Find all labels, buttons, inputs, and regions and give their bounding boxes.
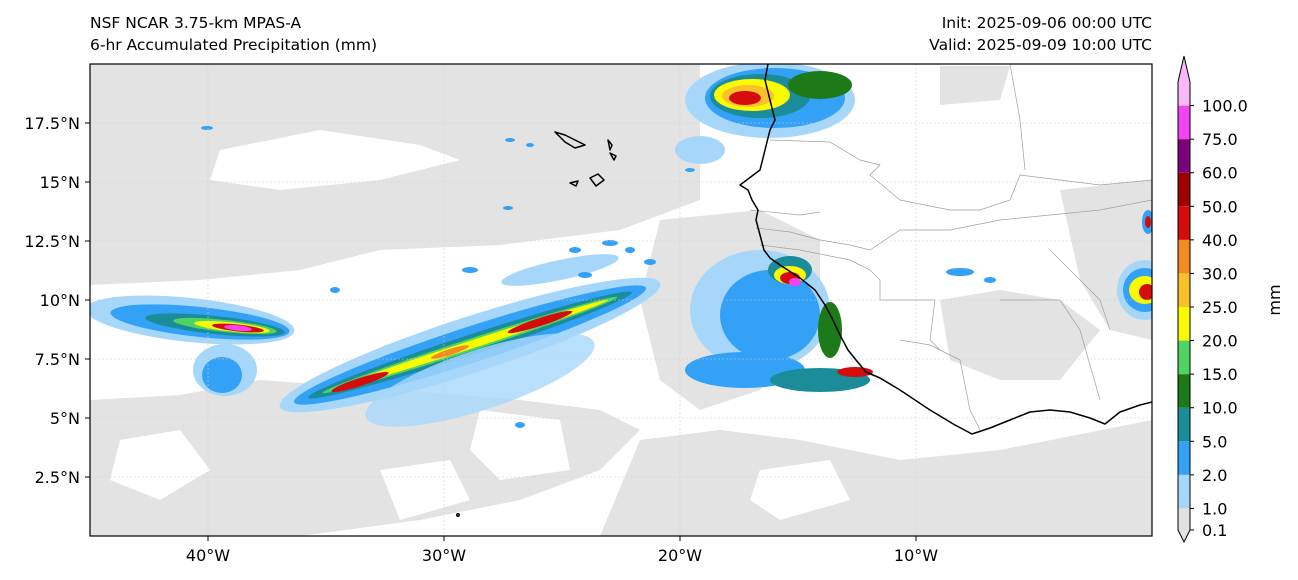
- model-title: NSF NCAR 3.75-km MPAS-A: [90, 14, 302, 32]
- lat-tick-label: 15°N: [40, 173, 80, 192]
- lat-tick-label: 10°N: [40, 291, 80, 310]
- colorbar-tick-label: 20.0: [1202, 332, 1238, 351]
- colorbar: 0.1 1.0 2.0 5.0 10.0 15.0 20.0 25.0 30.0 40.0 50.0…: [1177, 55, 1248, 544]
- lat-tick-label: 5°N: [50, 409, 80, 428]
- lon-tick-label: 40°W: [186, 546, 230, 565]
- colorbar-swatch: [1178, 239, 1190, 274]
- rain-band-west: [90, 295, 295, 396]
- scattered-showers: [201, 126, 996, 428]
- colorbar-swatch: [1178, 105, 1190, 140]
- colorbar-tick-label: 50.0: [1202, 197, 1238, 216]
- colorbar-swatch: [1178, 374, 1190, 408]
- colorbar-tick-label: 25.0: [1202, 298, 1238, 317]
- title-right: Init: 2025-09-06 00:00 UTC Valid: 2025-0…: [929, 12, 1152, 56]
- variable-title: 6-hr Accumulated Precipitation (mm): [90, 36, 377, 54]
- lat-tick-label: 2.5°N: [35, 468, 80, 487]
- longitude-ticks: 40°W 30°W 20°W 10°W: [186, 536, 938, 565]
- init-time: Init: 2025-09-06 00:00 UTC: [941, 14, 1152, 32]
- colorbar-swatch: [1178, 172, 1190, 207]
- colorbar-swatch: [1178, 508, 1190, 542]
- colorbar-swatch: [1178, 273, 1190, 307]
- precip-field: [90, 64, 1152, 536]
- colorbar-swatch: [1178, 474, 1190, 509]
- valid-time: Valid: 2025-09-09 10:00 UTC: [929, 36, 1152, 54]
- colorbar-tick-label: 2.0: [1202, 466, 1227, 485]
- lat-tick-label: 12.5°N: [24, 232, 80, 251]
- rain-cluster-far-east: [1117, 210, 1152, 320]
- colorbar-unit-label: mm: [1265, 284, 1284, 315]
- lon-tick-label: 10°W: [894, 546, 938, 565]
- colorbar-swatch: [1178, 56, 1190, 106]
- coastline: [456, 63, 1153, 517]
- colorbar-tick-label: 10.0: [1202, 399, 1238, 418]
- colorbar-swatch: [1178, 307, 1190, 341]
- colorbar-swatch: [1178, 206, 1190, 240]
- lat-tick-label: 17.5°N: [24, 114, 80, 133]
- colorbar-tick-label: 100.0: [1202, 97, 1248, 116]
- colorbar-tick-label: 0.1: [1202, 521, 1227, 540]
- colorbar-tick-label: 40.0: [1202, 231, 1238, 250]
- colorbar-swatch: [1178, 340, 1190, 375]
- precip-gaps: [110, 130, 850, 520]
- colorbar-swatch: [1178, 407, 1190, 442]
- lat-tick-label: 7.5°N: [35, 350, 80, 369]
- rain-cluster-east: [685, 250, 873, 392]
- rain-band-central: [279, 254, 661, 427]
- latitude-ticks: 2.5°N 5°N 7.5°N 10°N 12.5°N 15°N 17.5°N: [24, 114, 90, 487]
- colorbar-tick-label: 75.0: [1202, 130, 1238, 149]
- colorbar-tick-label: 15.0: [1202, 365, 1238, 384]
- colorbar-tick-label: 5.0: [1202, 432, 1227, 451]
- colorbar-swatch: [1178, 139, 1190, 173]
- colorbar-tick-label: 60.0: [1202, 164, 1238, 183]
- country-borders: [749, 63, 1153, 431]
- colorbar-swatch: [1178, 441, 1190, 475]
- title-left: NSF NCAR 3.75-km MPAS-A 6-hr Accumulated…: [90, 12, 377, 56]
- lon-tick-label: 30°W: [422, 546, 466, 565]
- colorbar-tick-label: 1.0: [1202, 499, 1227, 518]
- lon-tick-label: 20°W: [658, 546, 702, 565]
- colorbar-tick-label: 30.0: [1202, 264, 1238, 283]
- colorbar-outline: [1177, 55, 1191, 544]
